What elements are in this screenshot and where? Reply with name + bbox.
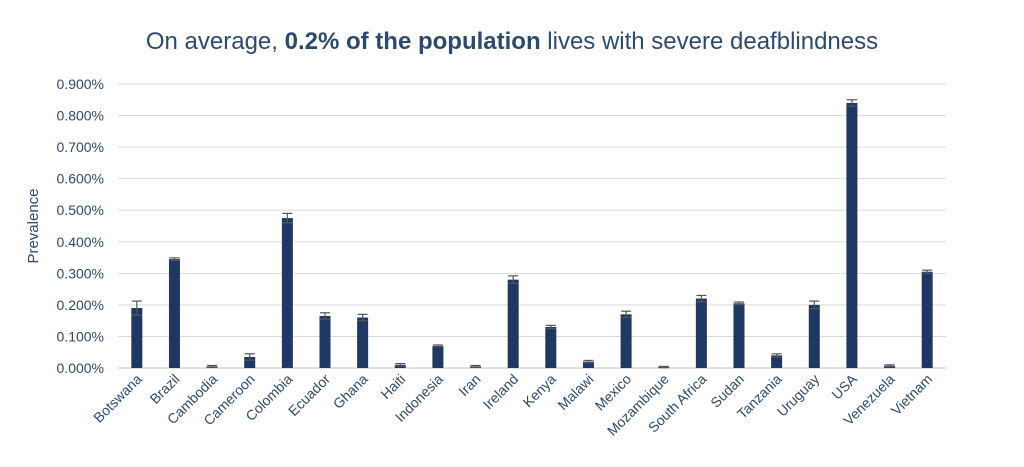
y-tick-label: 0.500% <box>57 202 104 218</box>
y-axis-ticks: 0.000% 0.100% 0.200% 0.300% 0.400% 0.500% 0.60… <box>57 76 104 376</box>
error-bar <box>357 313 368 322</box>
error-bar <box>583 359 594 364</box>
bar <box>131 308 143 368</box>
y-tick-label: 0.900% <box>57 76 104 92</box>
bar <box>695 298 707 368</box>
bar <box>582 361 594 368</box>
x-tick-label: Botswana <box>90 371 145 426</box>
bar <box>733 303 745 368</box>
error-bar <box>696 294 707 303</box>
y-axis-title: Prevalence <box>25 188 42 263</box>
bar <box>846 102 858 368</box>
y-tick-label: 0.300% <box>57 265 104 281</box>
error-bar <box>771 353 782 358</box>
error-bar <box>846 99 857 107</box>
error-bar <box>282 212 293 224</box>
x-tick-label: Ecuador <box>285 371 333 419</box>
error-bar <box>545 324 556 330</box>
bar <box>507 279 519 368</box>
bar <box>808 304 820 368</box>
x-tick-label: Uruguay <box>774 371 823 420</box>
y-tick-label: 0.600% <box>57 171 104 187</box>
error-bar <box>432 344 443 348</box>
error-bar <box>734 301 744 306</box>
bar <box>545 326 557 368</box>
error-bar <box>884 364 895 368</box>
x-tick-label: Ghana <box>330 371 371 412</box>
x-tick-label: USA <box>828 370 860 402</box>
error-bar <box>169 257 180 261</box>
error-bar <box>207 364 218 368</box>
y-tick-label: 0.000% <box>57 360 104 376</box>
chart-title-bold: 0.2% of the population <box>284 28 541 55</box>
error-bar <box>395 362 406 367</box>
y-tick-label: 0.700% <box>57 139 104 155</box>
chart-title-post: lives with severe deafblindness <box>540 28 879 55</box>
error-bar <box>809 300 820 310</box>
bar <box>244 356 256 368</box>
error-bar <box>131 300 142 316</box>
error-bar <box>621 310 632 319</box>
chart-title: On average, 0.2% of the population lives… <box>0 28 1024 56</box>
x-tick-label: Ireland <box>480 371 522 413</box>
gridlines <box>118 83 946 369</box>
error-bar <box>320 312 330 320</box>
y-tick-label: 0.400% <box>57 234 104 250</box>
bars <box>131 102 933 368</box>
bar <box>357 317 369 368</box>
error-bar <box>508 275 519 285</box>
bar <box>620 314 632 368</box>
x-tick-label: Vietnam <box>888 371 935 418</box>
x-axis-labels: Botswana BrazilCambodiaCameroonColombiaEc… <box>90 370 935 438</box>
bar <box>168 259 180 368</box>
x-tick-label: Kenya <box>520 371 560 411</box>
bar <box>771 355 783 368</box>
x-tick-label: Malawi <box>554 371 596 413</box>
error-bar <box>658 365 669 369</box>
error-bars <box>131 99 933 369</box>
y-tick-label: 0.100% <box>57 328 104 344</box>
bar <box>281 218 293 368</box>
error-bar <box>244 353 255 361</box>
bar <box>432 345 444 368</box>
y-tick-label: 0.800% <box>57 108 104 124</box>
x-tick-label: Haiti <box>377 371 408 402</box>
y-tick-label: 0.200% <box>57 297 104 313</box>
x-tick-label: Iran <box>455 371 483 399</box>
error-bar <box>470 364 481 368</box>
error-bar <box>922 269 933 274</box>
chart-title-pre: On average, <box>145 28 285 55</box>
bar <box>921 271 933 368</box>
bar <box>319 315 331 368</box>
